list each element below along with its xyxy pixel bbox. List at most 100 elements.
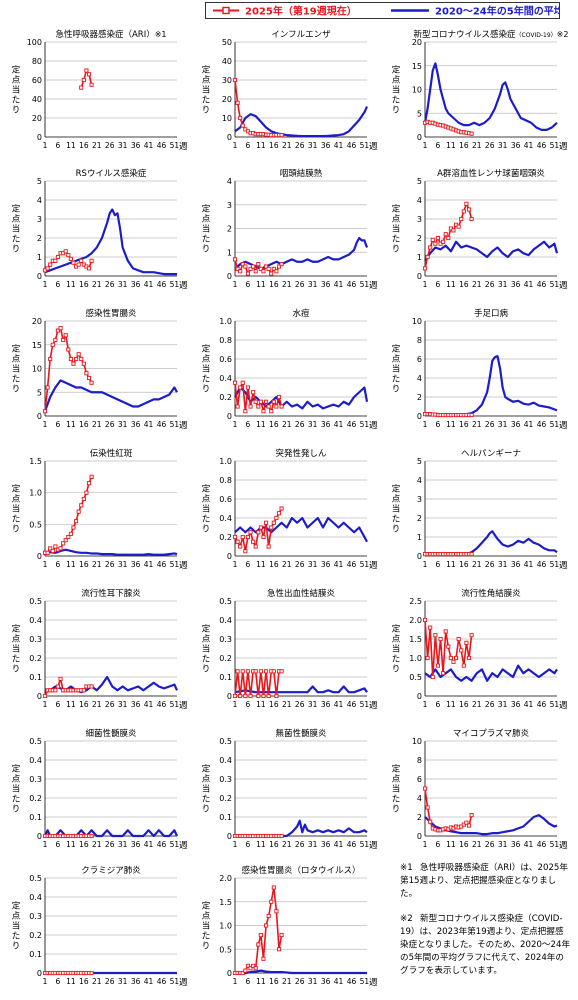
- x-tick-label: 36: [321, 700, 331, 709]
- data-point: [461, 663, 466, 668]
- x-tick-label: 41: [524, 700, 534, 709]
- x-tick-label: 16: [459, 141, 469, 150]
- x-tick-label: 6: [436, 560, 441, 569]
- data-point: [435, 663, 440, 668]
- data-point: [274, 269, 279, 274]
- x-tick-label: 21: [282, 700, 292, 709]
- x-tick-label: 36: [131, 420, 141, 429]
- series-line-average: [424, 355, 558, 417]
- y-tick-label: 2: [37, 234, 42, 243]
- y-tick-label: 2: [417, 813, 422, 822]
- x-tick-label: 31: [498, 840, 508, 849]
- y-tick-label: 20: [32, 114, 42, 123]
- x-tick-label: 16: [269, 280, 279, 289]
- data-point: [232, 693, 238, 699]
- x-tick-label: 31: [308, 700, 318, 709]
- legend-marker-2025: [222, 6, 230, 15]
- x-tick-label: 16: [79, 700, 89, 709]
- x-tick-label: 21: [472, 141, 482, 150]
- data-point: [79, 356, 84, 362]
- x-tick-label: 11: [446, 141, 456, 150]
- chart-8: 00.20.40.60.81.01 6 11 16 21 26 31 36 41 46 51 週定点当…: [202, 308, 378, 431]
- data-point: [50, 548, 55, 553]
- x-tick-label: 46: [347, 560, 357, 569]
- x-axis-unit: 週: [559, 281, 568, 291]
- data-point: [266, 544, 271, 549]
- data-point: [248, 266, 253, 271]
- data-point: [58, 546, 63, 551]
- y-tick-label: 0: [417, 552, 422, 561]
- x-tick-label: 51: [360, 840, 370, 849]
- y-axis-title: 定点当たり: [12, 344, 21, 395]
- data-point: [459, 648, 464, 653]
- y-tick-label: 0.4: [29, 756, 42, 765]
- y-tick-label: 0.5: [219, 945, 232, 954]
- y-tick-label: 0: [227, 552, 232, 561]
- x-tick-label: 16: [269, 840, 279, 849]
- data-point: [48, 262, 53, 267]
- x-tick-label: 31: [118, 977, 128, 986]
- data-point: [433, 241, 438, 246]
- data-point: [466, 207, 472, 212]
- series-2025: [422, 201, 474, 271]
- x-tick-label: 31: [118, 280, 128, 289]
- chart-title: RSウイルス感染症: [76, 168, 147, 179]
- data-point: [89, 833, 94, 839]
- y-tick-label: 0.6: [219, 355, 232, 364]
- x-tick-label: 31: [308, 840, 318, 849]
- data-point: [76, 262, 81, 267]
- x-tick-label: 31: [118, 700, 128, 709]
- data-point: [253, 966, 258, 971]
- data-point: [86, 375, 92, 381]
- y-tick-label: 10: [412, 86, 422, 95]
- x-tick-label: 21: [282, 560, 292, 569]
- data-point: [89, 684, 94, 689]
- y-tick-label: 0.1: [29, 950, 42, 959]
- x-tick-label: 1: [423, 560, 428, 569]
- y-tick-label: 0.5: [29, 874, 42, 883]
- data-point: [248, 966, 253, 971]
- x-tick-label: 51: [360, 420, 370, 429]
- y-tick-label: 0.4: [219, 514, 232, 523]
- x-tick-label: 26: [105, 141, 115, 150]
- data-point: [464, 820, 469, 825]
- data-point: [243, 549, 248, 554]
- x-tick-label: 31: [118, 420, 128, 429]
- x-tick-label: 6: [436, 420, 441, 429]
- x-tick-label: 16: [459, 560, 469, 569]
- x-tick-label: 11: [66, 420, 76, 429]
- series-2025: [422, 786, 474, 833]
- y-tick-label: 1.5: [219, 898, 232, 907]
- data-point: [63, 249, 68, 254]
- x-tick-label: 36: [511, 280, 521, 289]
- data-point: [438, 636, 443, 642]
- y-tick-label: 0: [37, 969, 42, 978]
- y-tick-label: 0.2: [219, 533, 232, 542]
- data-point: [248, 404, 253, 409]
- y-axis-title: 定点当たり: [202, 484, 211, 535]
- data-point: [235, 539, 240, 544]
- data-point: [53, 258, 58, 263]
- y-axis-title: 定点当たり: [12, 204, 21, 255]
- y-tick-label: 0.5: [29, 597, 42, 606]
- data-point: [271, 399, 276, 404]
- chart-13: 00.10.20.30.40.51 6 11 16 21 26 31 36 41 46 51 週定点当…: [12, 588, 188, 711]
- y-tick-label: 0: [37, 133, 42, 142]
- data-point: [264, 923, 269, 928]
- data-point: [469, 413, 474, 418]
- x-tick-label: 36: [131, 280, 141, 289]
- data-point: [256, 404, 261, 409]
- y-tick-label: 0.4: [219, 756, 232, 765]
- y-tick-label: 4: [417, 196, 422, 205]
- x-tick-label: 31: [118, 840, 128, 849]
- y-tick-label: 15: [412, 62, 422, 71]
- x-tick-label: 36: [321, 977, 331, 986]
- x-tick-label: 1: [43, 977, 48, 986]
- y-tick-label: 10: [222, 114, 232, 123]
- data-point: [42, 693, 48, 699]
- x-tick-label: 16: [79, 560, 89, 569]
- x-tick-label: 51: [360, 141, 370, 150]
- data-point: [428, 819, 433, 824]
- y-tick-label: 6: [417, 775, 422, 784]
